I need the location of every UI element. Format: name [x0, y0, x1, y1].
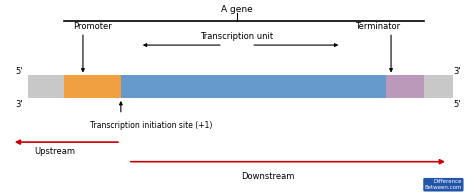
- Bar: [121, 75, 386, 98]
- Text: Upstream: Upstream: [34, 147, 75, 156]
- Text: 3': 3': [454, 67, 461, 76]
- Text: Terminator: Terminator: [356, 22, 401, 31]
- Bar: [64, 75, 121, 98]
- Text: 5': 5': [454, 100, 461, 109]
- Bar: [386, 75, 424, 98]
- Bar: [28, 75, 453, 98]
- Text: Difference
Between.com: Difference Between.com: [425, 179, 462, 190]
- Text: 5': 5': [15, 67, 23, 76]
- Text: Transcription initiation site (+1): Transcription initiation site (+1): [90, 121, 212, 130]
- Text: Transcription unit: Transcription unit: [201, 32, 273, 41]
- Text: Downstream: Downstream: [241, 172, 294, 181]
- Text: Promoter: Promoter: [73, 22, 112, 31]
- Text: 3': 3': [15, 100, 23, 109]
- Text: A gene: A gene: [221, 5, 253, 14]
